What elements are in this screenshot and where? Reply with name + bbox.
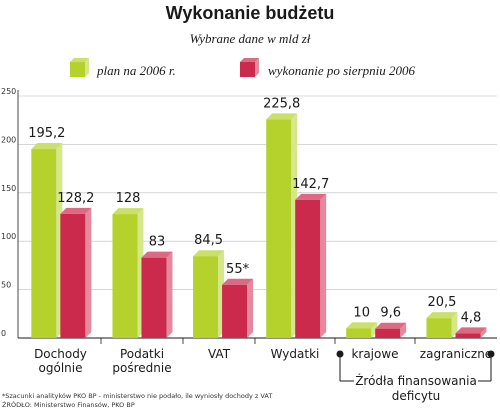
category-label: ogólnie xyxy=(39,361,83,375)
category-label: Podatki xyxy=(120,347,164,361)
bar-execution xyxy=(375,322,407,338)
bar-execution xyxy=(222,278,254,338)
legend: plan na 2006 r. wykonanie po sierpniu 20… xyxy=(70,58,415,78)
legend-label-execution: wykonanie po sierpniu 2006 xyxy=(268,63,415,78)
footnote-estimate: *Szacunki analityków PKO BP - ministerst… xyxy=(2,392,272,400)
value-label: 84,5 xyxy=(194,233,223,248)
deficit-group-bracket: Źródła finansowania deficytu xyxy=(336,350,495,403)
category-label: Dochody xyxy=(34,347,87,361)
category-group: 225,8 142,7 Wydatki xyxy=(263,96,329,361)
bar-plan xyxy=(112,208,144,338)
category-group: 20,5 4,8 zagraniczne xyxy=(420,295,492,361)
bar-plan xyxy=(193,250,225,338)
category-label: pośrednie xyxy=(112,361,171,375)
chart-title: Wykonanie budżetu xyxy=(166,3,335,23)
category-group: 84,555* VAT xyxy=(193,233,254,361)
category-label: zagraniczne xyxy=(420,347,492,361)
value-label: 142,7 xyxy=(292,177,329,192)
bar-plan xyxy=(346,322,378,338)
bar-execution xyxy=(455,327,487,338)
bar-plan xyxy=(266,113,298,338)
bar-plan xyxy=(31,143,63,338)
bar-execution xyxy=(141,251,173,338)
value-label: 225,8 xyxy=(263,96,300,111)
value-label: 10 xyxy=(353,305,370,320)
legend-label-plan: plan na 2006 r. xyxy=(96,63,176,78)
category-group: 10 9,6 krajowe xyxy=(346,305,407,361)
group-label-line-1: Źródła finansowania xyxy=(355,373,477,388)
bar-execution xyxy=(295,193,327,338)
value-label: 128,2 xyxy=(57,191,94,206)
category-label: VAT xyxy=(208,347,231,361)
category-label: Wydatki xyxy=(271,347,320,361)
value-label: 128 xyxy=(116,191,141,206)
value-label: 83 xyxy=(149,235,166,250)
chart-subtitle: Wybrane dane w mld zł xyxy=(190,31,311,46)
plot-area: 050100150200250195,2128,2Dochodyogólnie1… xyxy=(1,87,497,375)
bar-execution xyxy=(60,207,92,338)
value-label: 9,6 xyxy=(380,306,401,321)
value-label: 20,5 xyxy=(428,295,457,310)
legend-swatch-plan xyxy=(70,58,89,77)
legend-swatch-execution xyxy=(240,58,259,77)
group-label-line-2: deficytu xyxy=(392,389,441,403)
value-label: 55* xyxy=(226,262,250,277)
y-tick-label: 0 xyxy=(1,329,6,338)
value-label: 4,8 xyxy=(461,310,482,325)
y-tick-label: 150 xyxy=(1,184,16,193)
category-label: krajowe xyxy=(351,347,398,361)
y-tick-label: 100 xyxy=(1,232,16,241)
y-tick-label: 50 xyxy=(1,281,11,290)
y-tick-label: 250 xyxy=(1,87,16,96)
y-tick-label: 200 xyxy=(1,135,16,144)
value-label: 195,2 xyxy=(28,126,65,141)
footnote-source: ŹRÓDŁO: Ministerstwo Finansów, PKO BP xyxy=(2,400,135,409)
bar-plan xyxy=(426,312,458,338)
